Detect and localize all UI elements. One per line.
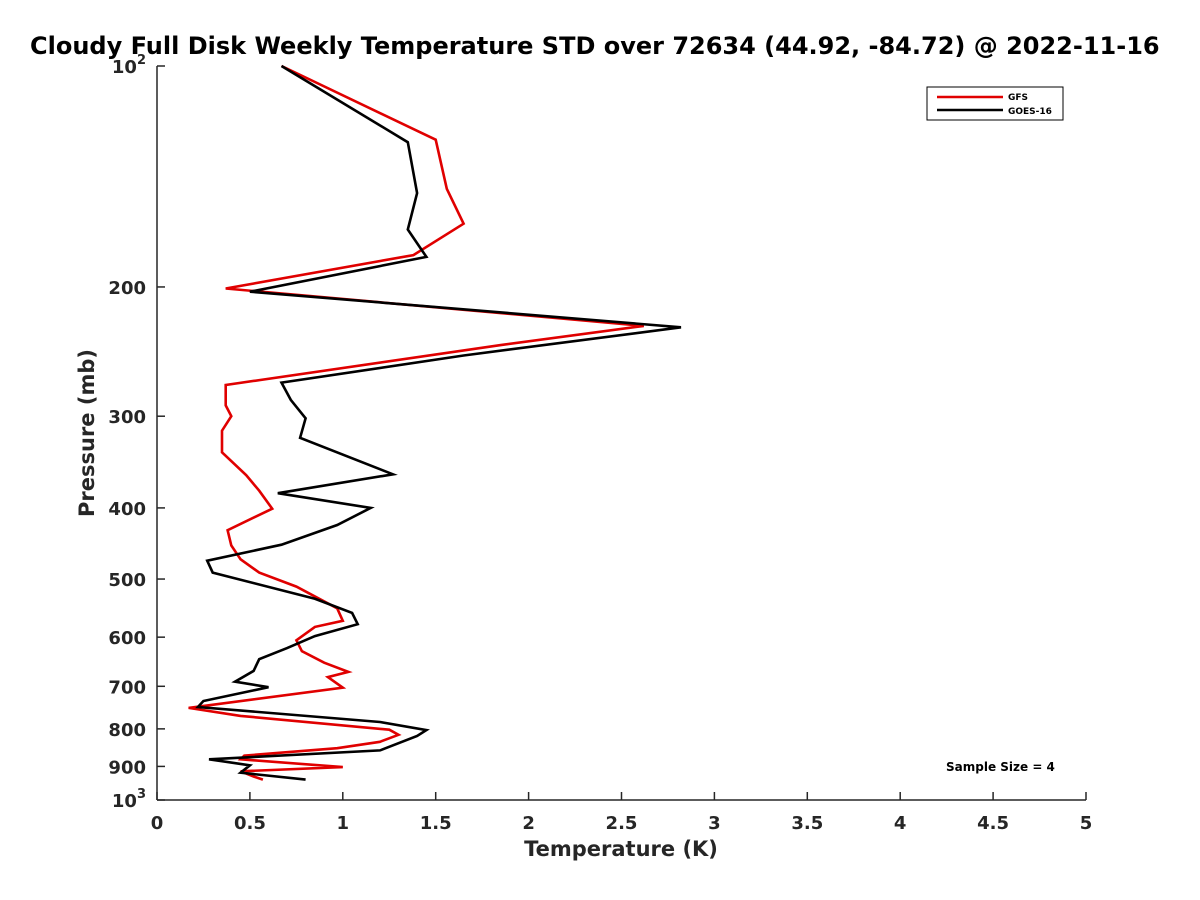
sample-size-annotation: Sample Size = 4 bbox=[946, 760, 1055, 774]
plot-area bbox=[188, 64, 682, 781]
x-tick-label: 3 bbox=[708, 813, 721, 834]
chart-title: Cloudy Full Disk Weekly Temperature STD … bbox=[30, 32, 1160, 60]
x-ticks: 0 0.5 1 1.5 2 2.5 3 3.5 4 4.5 5 bbox=[151, 792, 1093, 834]
y-tick-label: 102 bbox=[112, 53, 146, 78]
x-tick-label: 5 bbox=[1080, 813, 1093, 834]
legend: GFS GOES-16 bbox=[926, 86, 1064, 121]
series-line-gfs bbox=[188, 64, 644, 781]
y-tick-label: 400 bbox=[108, 499, 146, 520]
x-tick-label: 0.5 bbox=[234, 813, 266, 834]
x-tick-label: 2.5 bbox=[606, 813, 638, 834]
legend-label-goes16: GOES-16 bbox=[1008, 107, 1052, 117]
legend-label-gfs: GFS bbox=[1008, 93, 1028, 103]
y-tick-label: 900 bbox=[108, 757, 146, 778]
y-axis-label: Pressure (mb) bbox=[75, 349, 99, 517]
x-tick-label: 3.5 bbox=[791, 813, 823, 834]
x-tick-label: 0 bbox=[151, 813, 164, 834]
y-tick-label: 300 bbox=[108, 407, 146, 428]
x-axis-label: Temperature (K) bbox=[524, 837, 718, 861]
y-tick-label: 500 bbox=[108, 570, 146, 591]
y-tick-label: 800 bbox=[108, 720, 146, 741]
x-tick-label: 1 bbox=[337, 813, 350, 834]
x-tick-label: 4 bbox=[894, 813, 907, 834]
x-tick-label: 4.5 bbox=[977, 813, 1009, 834]
legend-box bbox=[926, 86, 1064, 121]
y-tick-label: 103 bbox=[112, 787, 146, 812]
x-tick-label: 2 bbox=[522, 813, 535, 834]
y-ticks: 102 200 300 400 500 600 700 800 900 103 bbox=[108, 53, 165, 812]
x-tick-label: 1.5 bbox=[420, 813, 452, 834]
y-tick-label: 600 bbox=[108, 628, 146, 649]
series-line-goes16 bbox=[195, 64, 682, 781]
y-tick-label: 700 bbox=[108, 677, 146, 698]
y-tick-label: 200 bbox=[108, 278, 146, 299]
